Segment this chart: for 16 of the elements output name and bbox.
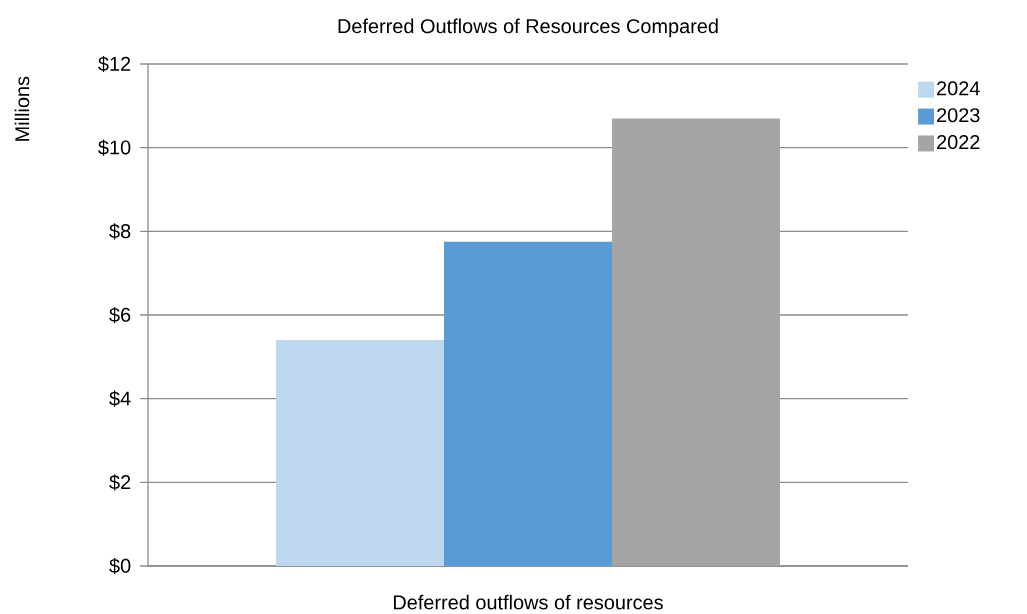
legend-label: 2023 bbox=[937, 108, 980, 123]
y-tick-label: $4 bbox=[109, 390, 131, 407]
y-tick-label: $10 bbox=[98, 139, 131, 156]
bar bbox=[444, 241, 612, 566]
x-axis-title: Deferred outflows of resources bbox=[393, 594, 663, 610]
bar bbox=[612, 118, 781, 566]
y-axis-title: Millions bbox=[14, 76, 30, 141]
chart-title: Deferred Outflows of Resources Compared bbox=[338, 18, 718, 38]
legend-label: 2024 bbox=[937, 81, 980, 96]
y-tick-label: $8 bbox=[109, 223, 131, 240]
y-tick-label: $12 bbox=[98, 55, 131, 73]
y-tick-label: $0 bbox=[109, 557, 131, 575]
y-tick-label: $2 bbox=[109, 474, 131, 491]
bar bbox=[276, 340, 444, 566]
y-tick-label: $6 bbox=[109, 306, 131, 324]
legend-label: 2022 bbox=[937, 135, 980, 150]
